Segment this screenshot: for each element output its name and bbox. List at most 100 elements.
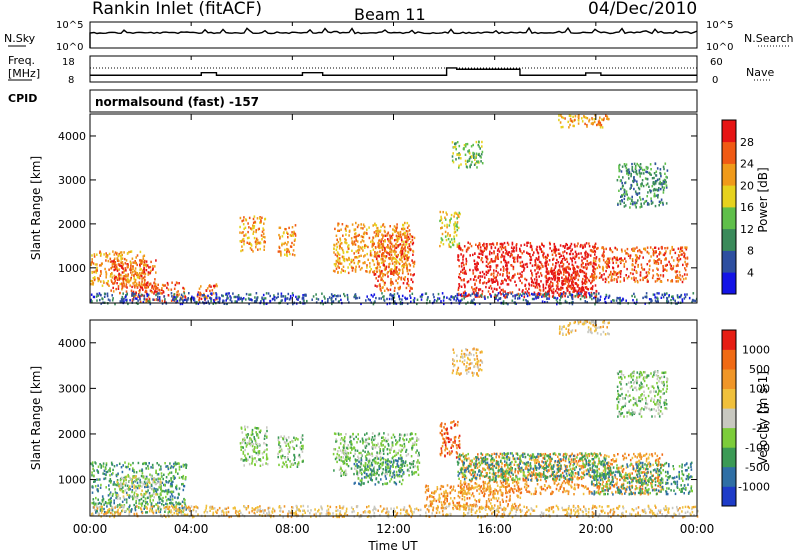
scatter-cell [666, 297, 669, 300]
scatter-cell [198, 287, 201, 290]
power-colorbar-swatch [722, 163, 736, 186]
scatter-cell [291, 241, 293, 245]
scatter-cell [257, 427, 260, 430]
scatter-cell [646, 203, 649, 206]
scatter-cell [400, 276, 403, 279]
scatter-cell [489, 265, 491, 268]
scatter-cell [143, 294, 146, 297]
scatter-cell [134, 260, 136, 263]
scatter-cell [130, 250, 133, 253]
scatter-cell [254, 220, 256, 224]
scatter-cell [350, 237, 353, 240]
scatter-cell [365, 270, 367, 273]
scatter-cell [159, 483, 161, 487]
scatter-cell [149, 302, 152, 306]
scatter-cell [489, 250, 491, 253]
scatter-cell [236, 295, 239, 299]
scatter-cell [380, 261, 383, 264]
scatter-cell [485, 270, 488, 274]
nsky-right-tick-bottom: 10^0 [706, 42, 733, 53]
scatter-cell [145, 484, 147, 487]
scatter-cell [552, 263, 554, 266]
scatter-cell [482, 282, 484, 285]
scatter-cell [405, 235, 407, 238]
power-scatter [90, 114, 698, 306]
scatter-cell [530, 255, 532, 259]
scatter-cell [558, 277, 560, 280]
scatter-cell [139, 261, 142, 264]
scatter-cell [114, 268, 117, 271]
scatter-cell [90, 299, 92, 303]
scatter-cell [129, 268, 131, 271]
scatter-cell [621, 186, 624, 189]
scatter-cell [578, 293, 581, 297]
scatter-cell [556, 297, 559, 300]
scatter-cell [657, 247, 660, 250]
scatter-cell [592, 274, 594, 278]
scatter-cell [335, 267, 338, 270]
freq-tick-bottom: 8 [68, 75, 74, 86]
scatter-cell [240, 249, 242, 253]
scatter-cell [339, 260, 341, 263]
scatter-cell [376, 267, 378, 270]
scatter-cell [513, 246, 515, 249]
scatter-cell [129, 250, 132, 253]
scatter-cell [245, 292, 248, 296]
scatter-cell [155, 271, 157, 274]
scatter-cell [111, 463, 113, 466]
scatter-cell [552, 273, 554, 276]
scatter-cell [460, 163, 462, 166]
scatter-cell [393, 300, 396, 303]
scatter-cell [116, 278, 119, 281]
scatter-cell [616, 272, 618, 276]
scatter-cell [295, 437, 298, 440]
scatter-cell [654, 280, 657, 283]
scatter-cell [561, 265, 563, 268]
scatter-cell [398, 258, 401, 261]
scatter-cell [133, 476, 136, 479]
scatter-cell [170, 477, 172, 480]
scatter-cell [182, 474, 185, 478]
scatter-cell [606, 266, 608, 269]
scatter-cell [117, 287, 120, 290]
scatter-cell [210, 299, 212, 303]
scatter-cell [127, 462, 130, 465]
scatter-cell [171, 490, 174, 494]
scatter-cell [562, 251, 564, 254]
scatter-cell [116, 259, 119, 262]
scatter-cell [585, 295, 588, 299]
scatter-cell [404, 249, 406, 252]
scatter-cell [404, 261, 407, 264]
scatter-cell [586, 123, 588, 127]
scatter-cell [102, 462, 105, 465]
scatter-cell [302, 296, 304, 299]
scatter-cell [178, 503, 180, 506]
scatter-cell [479, 275, 482, 278]
scatter-cell [523, 243, 526, 246]
scatter-cell [583, 289, 585, 292]
scatter-cell [403, 240, 405, 243]
scatter-cell [130, 289, 133, 292]
scatter-cell [139, 484, 141, 487]
scatter-cell [250, 228, 253, 231]
scatter-cell [616, 296, 618, 300]
scatter-cell [215, 292, 217, 295]
scatter-cell [662, 203, 664, 206]
scatter-cell [659, 280, 662, 283]
scatter-cell [247, 452, 249, 456]
scatter-cell [411, 461, 414, 464]
scatter-cell [134, 286, 136, 289]
scatter-cell [131, 298, 134, 301]
scatter-cell [137, 299, 139, 302]
scatter-cell [686, 293, 688, 296]
scatter-cell [652, 252, 655, 255]
scatter-cell [297, 461, 300, 464]
scatter-cell [474, 282, 476, 285]
scatter-cell [625, 192, 627, 195]
scatter-cell [479, 271, 481, 274]
scatter-cell [599, 126, 602, 129]
scatter-cell [656, 188, 658, 191]
scatter-cell [506, 283, 509, 286]
scatter-cell [95, 511, 97, 514]
scatter-cell [144, 279, 146, 282]
